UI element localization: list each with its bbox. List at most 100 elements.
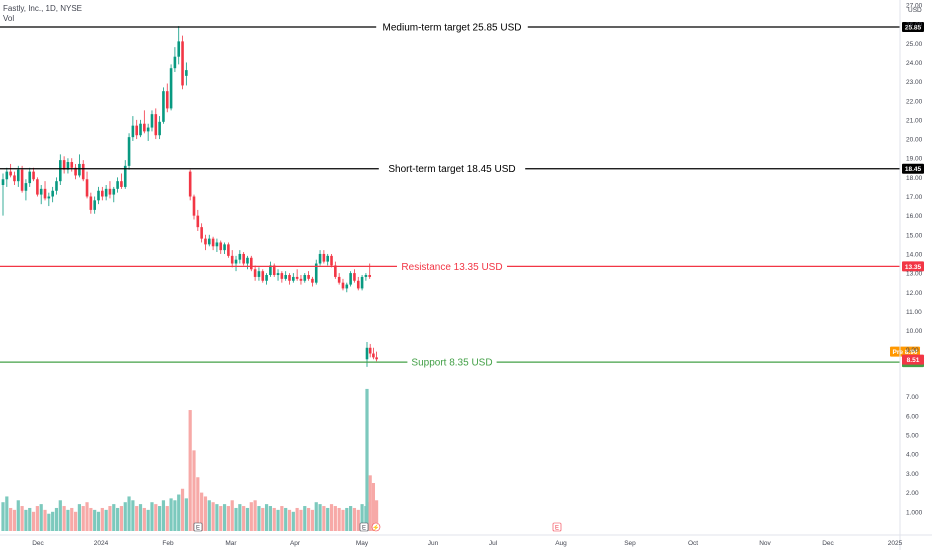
- volume-bar: [184, 498, 188, 531]
- candle-body: [288, 275, 291, 281]
- volume-bar: [272, 507, 276, 531]
- volume-bar: [146, 509, 150, 531]
- volume-bar: [268, 506, 272, 531]
- candle-body: [341, 282, 345, 289]
- volume-bar: [85, 502, 89, 531]
- candle-body: [139, 123, 142, 136]
- volume-bar: [173, 500, 177, 531]
- candle-body: [97, 190, 100, 201]
- candle-body: [211, 238, 215, 247]
- volume-bar: [211, 502, 215, 531]
- svg-text:E: E: [362, 526, 366, 532]
- volume-bar: [365, 388, 369, 531]
- price-tick-label: 9.00: [906, 347, 919, 354]
- volume-bar: [177, 494, 181, 531]
- volume-bar: [337, 507, 341, 531]
- candle-body: [272, 265, 276, 276]
- candle-body: [66, 162, 70, 170]
- volume-bar: [333, 506, 337, 531]
- volume-bar: [1, 502, 5, 531]
- volume-bar: [51, 511, 55, 531]
- volume-tick-label: 1.000: [906, 509, 923, 516]
- time-tick-label: Apr: [290, 540, 301, 547]
- volume-bar: [142, 507, 146, 531]
- candle-body: [204, 238, 207, 245]
- volume-bar: [5, 496, 9, 531]
- time-tick-label: Feb: [162, 540, 174, 547]
- price-tick-label: 26.00: [906, 22, 923, 29]
- earnings-marker[interactable]: E: [359, 522, 369, 532]
- candle-body: [253, 269, 257, 277]
- event-marker[interactable]: ⚡: [371, 522, 381, 532]
- candle-body: [51, 190, 54, 197]
- candle-body: [135, 125, 138, 136]
- price-level-tag-text: 18.45: [905, 166, 922, 173]
- candle-body: [43, 188, 47, 199]
- volume-bar: [9, 507, 13, 531]
- volume-bar: [307, 507, 311, 531]
- volume-bar: [314, 502, 318, 531]
- volume-bar: [287, 509, 292, 531]
- volume-bar: [375, 500, 379, 531]
- candle-body: [242, 253, 245, 264]
- volume-bars: [1, 388, 379, 531]
- volume-bar: [66, 509, 70, 531]
- candle-body: [24, 183, 28, 191]
- candle-body: [292, 276, 295, 281]
- candle-body: [62, 160, 66, 170]
- volume-bar: [207, 500, 211, 531]
- price-level-tag: [902, 261, 924, 272]
- candle-body: [360, 276, 364, 289]
- volume-bar: [58, 500, 62, 531]
- candle-body: [276, 273, 280, 276]
- volume-bar: [73, 511, 78, 531]
- premarket-price-text: Pre 8.90: [893, 349, 918, 356]
- candle-body: [303, 275, 307, 281]
- price-level-3[interactable]: Support 8.35 USD8.41: [0, 356, 924, 369]
- volume-bar: [215, 504, 219, 531]
- future-earnings-marker[interactable]: E: [552, 522, 562, 532]
- volume-bar: [203, 496, 208, 531]
- candle-body: [234, 259, 238, 264]
- candle-body: [375, 357, 378, 360]
- candle-body: [219, 242, 223, 251]
- candle-body: [81, 163, 85, 180]
- volume-bar: [234, 507, 238, 531]
- price-level-1[interactable]: Short-term target 18.45 USD 18.45: [0, 162, 924, 176]
- candle-body: [13, 175, 16, 182]
- currency-label[interactable]: USD: [908, 7, 922, 14]
- volume-bar: [253, 500, 257, 531]
- price-tick-label: 24.00: [906, 60, 923, 67]
- volume-bar: [54, 507, 59, 531]
- candle-body: [20, 169, 24, 191]
- candle-body: [223, 244, 226, 251]
- volume-bar: [100, 507, 104, 531]
- earnings-marker[interactable]: E: [193, 522, 203, 532]
- volume-bar: [93, 509, 97, 531]
- price-level-tag: [902, 22, 924, 33]
- candle-body: [32, 171, 35, 180]
- candle-body: [230, 255, 234, 264]
- price-level-0[interactable]: Medium-term target 25.85 USD 25.85: [0, 21, 924, 34]
- candle-body: [238, 253, 242, 260]
- volume-bar: [89, 507, 93, 531]
- candle-body: [372, 353, 375, 358]
- candle-body: [47, 196, 51, 199]
- volume-tick-label: 3.00: [906, 471, 919, 478]
- volume-bar: [360, 504, 364, 531]
- volume-tick-label: 5.00: [906, 433, 919, 440]
- volume-tick-label: 7.00: [906, 394, 919, 401]
- volume-bar: [245, 507, 250, 531]
- candle-body: [299, 278, 303, 281]
- candle-body: [78, 163, 81, 176]
- volume-bar: [158, 506, 162, 531]
- volume-tick-label: 2.00: [906, 490, 919, 497]
- volume-indicator-label[interactable]: Vol: [3, 14, 15, 23]
- price-level-2[interactable]: Resistance 13.35 USD 13.35: [0, 260, 924, 273]
- volume-bar: [31, 511, 36, 531]
- candle-body: [368, 347, 372, 354]
- price-level-label: Resistance 13.35 USD: [401, 262, 502, 273]
- volume-bar: [192, 450, 196, 531]
